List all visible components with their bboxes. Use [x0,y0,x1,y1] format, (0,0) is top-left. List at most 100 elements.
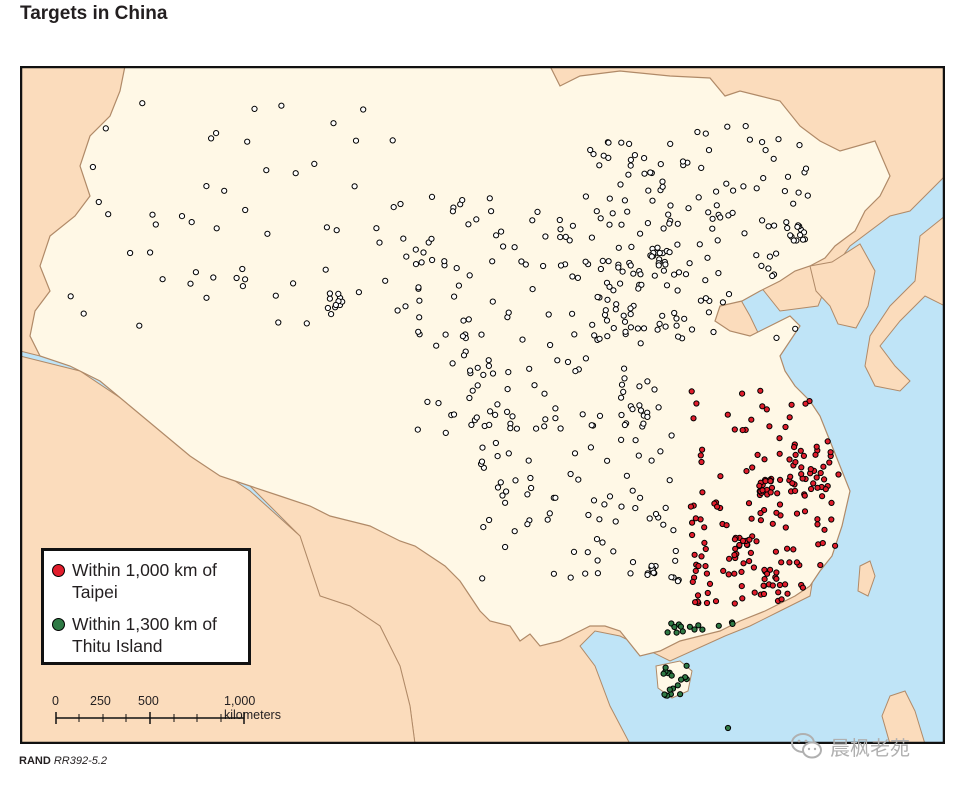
target-marker-taipei [813,443,820,450]
target-marker [352,137,360,144]
target-marker-taipei [725,571,732,578]
target-marker [781,188,789,195]
target-marker-taipei [764,570,771,577]
target-marker [588,422,595,429]
target-marker [159,276,166,283]
target-marker-thitu [699,626,706,633]
target-marker [618,139,625,146]
target-marker [594,570,602,577]
target-marker [453,265,460,272]
target-marker [442,331,449,338]
target-marker [519,336,526,343]
target-marker-taipei [692,599,699,606]
target-marker [619,268,626,275]
target-marker [292,170,299,177]
target-marker [771,222,778,229]
target-marker [604,457,611,464]
target-marker [466,394,473,402]
target-marker [566,237,573,244]
target-marker [602,307,609,314]
target-marker-taipei [776,435,783,442]
target-marker [582,193,590,200]
target-marker-taipei [826,459,833,466]
china-landmass [29,66,891,657]
target-marker [505,369,512,376]
target-marker [213,130,220,137]
target-marker [424,398,431,405]
target-marker [618,221,625,228]
target-marker [641,170,648,177]
target-marker [569,222,577,229]
target-marker [627,162,634,169]
target-marker-thitu [678,676,685,683]
target-marker [494,484,502,491]
target-marker [702,130,709,137]
target-marker [671,271,678,278]
target-marker [610,287,617,294]
target-marker [663,282,671,289]
target-marker-taipei [769,520,776,527]
target-marker [597,265,605,273]
target-marker [710,328,717,336]
target-marker [473,216,480,223]
target-marker [465,316,472,323]
target-marker-taipei [817,562,824,569]
target-marker [489,298,496,305]
target-marker [662,504,669,511]
target-marker [698,164,705,172]
target-marker [373,225,380,232]
legend: Within 1,000 km of Taipei Within 1,300 k… [41,548,251,665]
target-marker [655,404,662,411]
target-marker [790,200,797,207]
target-marker-taipei [793,559,801,566]
target-marker-taipei [723,522,730,529]
target-marker-thitu [664,629,671,636]
target-marker [675,333,682,340]
target-marker [671,309,678,317]
target-marker [139,100,146,107]
target-marker-taipei [739,595,746,602]
scale-bar: 0 250 500 1,000 kilometers [50,694,281,730]
target-marker [612,518,619,525]
target-marker-thitu [677,623,685,630]
target-marker [469,387,476,394]
target-marker-taipei [775,589,782,596]
target-marker-taipei [699,489,706,496]
target-marker-taipei [746,558,753,565]
target-marker [489,258,496,265]
target-marker [636,383,643,390]
target-marker-taipei [753,538,760,545]
target-marker-taipei [743,468,750,475]
target-marker-taipei [828,499,835,506]
target-marker-taipei [817,469,824,477]
target-marker [332,301,339,309]
wechat-icon [791,733,822,759]
target-marker [416,314,423,321]
target-marker [702,295,710,302]
target-marker [657,161,664,168]
target-marker-taipei [767,478,774,485]
target-marker [765,223,772,230]
target-marker [428,193,436,200]
target-marker [769,272,776,280]
target-marker [656,249,663,257]
target-marker-taipei [693,400,700,407]
target-marker [513,425,520,432]
target-marker-taipei [732,545,739,552]
target-marker-taipei [704,589,711,597]
target-marker [637,340,644,347]
target-marker [624,208,631,215]
target-marker [242,276,249,283]
target-marker [740,183,747,190]
target-marker [674,220,681,227]
target-marker [455,282,462,289]
target-marker [290,280,297,287]
target-marker [402,303,409,310]
target-marker [668,432,675,439]
target-marker [599,539,606,546]
target-marker [597,215,604,222]
target-marker [485,357,492,364]
target-marker-thitu [686,623,694,630]
target-marker [533,425,540,432]
target-marker-taipei [757,517,765,524]
